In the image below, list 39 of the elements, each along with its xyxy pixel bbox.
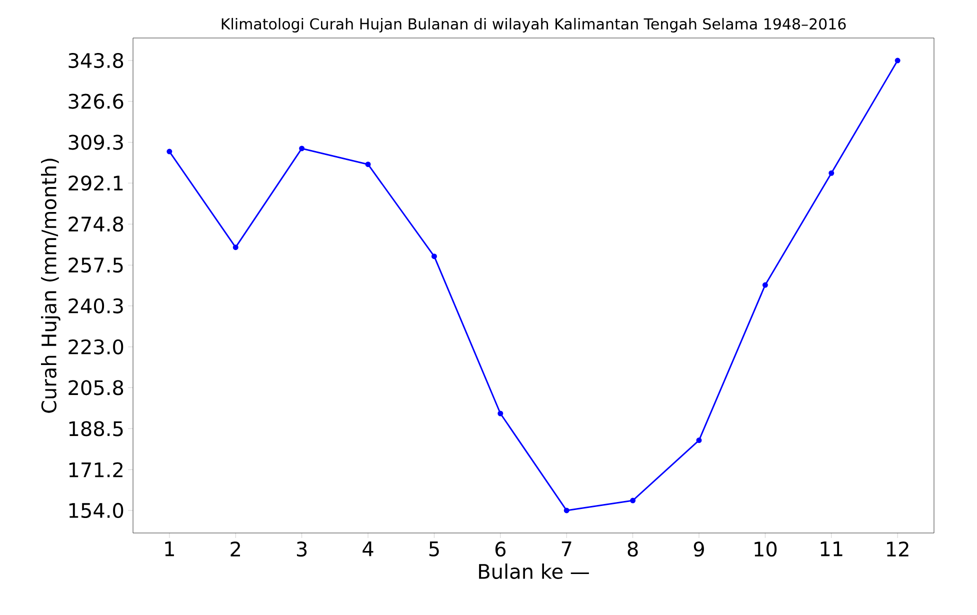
y-tick-label: 343.8 (68, 52, 124, 68)
point (828, 170, 834, 176)
y-tick-label: 188.5 (69, 421, 123, 436)
x-tick-label: 10 (754, 542, 777, 557)
x-tick-label: 5 (429, 542, 439, 556)
x-tick-label: 8 (628, 542, 638, 557)
point (564, 508, 570, 514)
y-tick-label: 223.0 (68, 339, 124, 354)
y-tick-label: 205.8 (68, 380, 124, 396)
x-tick-label: 4 (362, 542, 374, 556)
point (299, 146, 305, 152)
x-tick-label: 6 (495, 542, 506, 557)
x-tick-label: 7 (562, 542, 572, 556)
point (365, 162, 371, 168)
point (431, 254, 437, 260)
x-tick-label: 3 (296, 542, 307, 557)
y-tick-label: 257.5 (68, 258, 123, 273)
y-tick-label: 154.0 (69, 502, 124, 518)
y-tick-label: 326.6 (68, 94, 124, 109)
y-tick-label: 309.3 (68, 134, 123, 150)
point (498, 410, 504, 416)
x-tick-label: 2 (230, 542, 240, 556)
x-tick-label: 11 (820, 542, 842, 556)
y-tick-label: 171.2 (69, 462, 122, 478)
x-axis-title: Bulan ke — (479, 564, 589, 579)
y-axis-title: Curah Hujan (mm/month) (40, 158, 60, 413)
point (762, 282, 768, 288)
point (696, 438, 702, 444)
point (894, 58, 900, 64)
y-tick-label: 274.8 (68, 216, 124, 232)
point (166, 148, 172, 154)
chart-title: Klimatologi Curah Hujan Bulanan di wilayah Kalimantan Tengah Selama 1948–2016 (222, 18, 846, 32)
x-tick-label: 9 (694, 542, 704, 557)
x-tick-label: 1 (165, 542, 174, 556)
point (630, 498, 636, 504)
y-tick-label: 292.1 (68, 176, 123, 191)
x-tick-label: 12 (887, 542, 908, 556)
point (232, 244, 238, 250)
y-tick-label: 240.3 (68, 298, 123, 314)
